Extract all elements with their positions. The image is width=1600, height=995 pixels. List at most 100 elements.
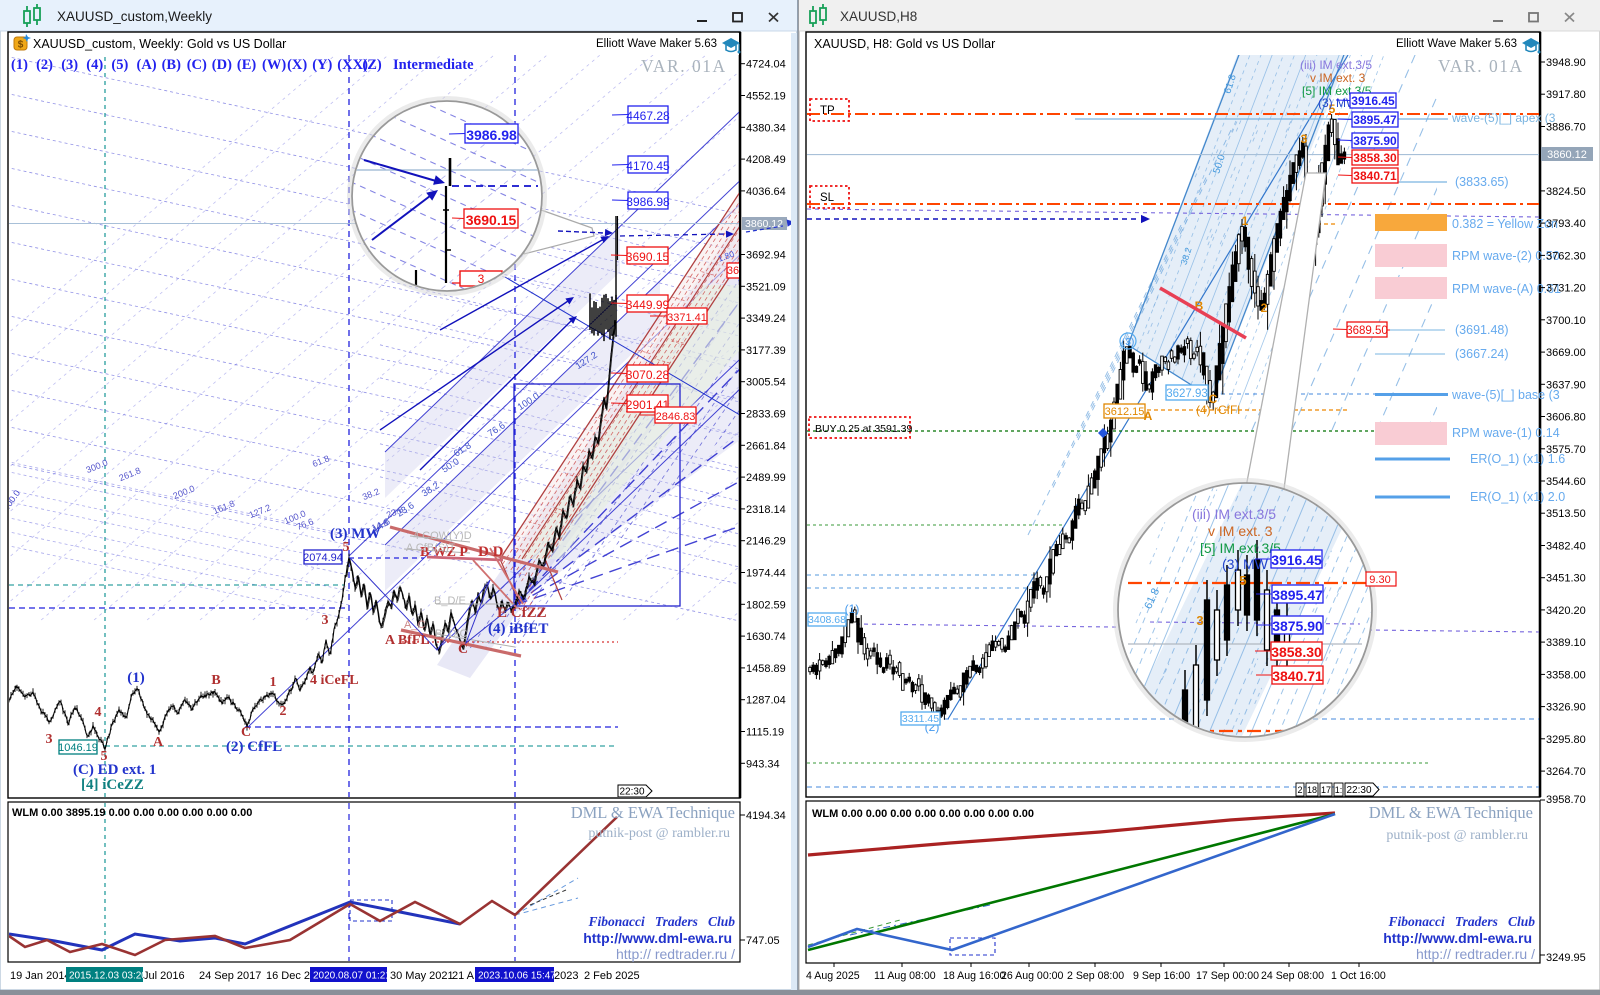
svg-text:4170.45: 4170.45 [626,159,670,173]
svg-text:A_C: A_C [404,619,425,631]
svg-text:3521.09: 3521.09 [746,281,786,293]
svg-text:Fibonacci Traders Club: Fibonacci Traders Club [1387,914,1535,929]
svg-text:1458.89: 1458.89 [746,663,786,675]
svg-text:(4) iBfET: (4) iBfET [488,621,548,637]
svg-text:3606.80: 3606.80 [1546,412,1586,424]
svg-text:21 A: 21 A [452,970,475,982]
svg-text:DML & EWA Technique: DML & EWA Technique [1369,803,1533,822]
svg-text:3860.12: 3860.12 [1547,149,1587,161]
svg-text:(1): (1) [845,602,860,616]
svg-text:747.05: 747.05 [746,935,780,947]
svg-text:E CfZZ: E CfZZ [497,605,547,621]
svg-text:3627.93: 3627.93 [1166,388,1208,400]
svg-text:3895.47: 3895.47 [1272,587,1323,603]
svg-text:XAUUSD_custom, Weekly: Gold v: XAUUSD_custom, Weekly: Gold vs US Dollar [33,37,286,51]
svg-text:3875.90: 3875.90 [1272,618,1323,634]
svg-text:3700.10: 3700.10 [1546,315,1586,327]
svg-text:Intermediate: Intermediate [393,57,474,73]
svg-text:4: 4 [95,705,102,720]
svg-text:3326.90: 3326.90 [1546,702,1586,714]
svg-text:3513.50: 3513.50 [1546,508,1586,520]
svg-text:1 Oct 16:00: 1 Oct 16:00 [1331,970,1386,982]
svg-text:WLM 0.00 0.00 0.00 0.00 0.00 0: WLM 0.00 0.00 0.00 0.00 0.00 0.00 0.00 0… [812,808,1034,820]
svg-text:3420.20: 3420.20 [1546,605,1586,617]
svg-text:B WZ P: B WZ P [420,545,468,560]
svg-text:3731.20: 3731.20 [1546,283,1586,295]
svg-text:3669.00: 3669.00 [1546,347,1586,359]
svg-text:24 Sep 08:00: 24 Sep 08:00 [1261,970,1324,982]
svg-text:3895.47: 3895.47 [1353,113,1397,127]
svg-text:2: 2 [280,704,287,719]
svg-text:3371.41: 3371.41 [667,312,707,324]
svg-text:4552.19: 4552.19 [746,91,786,103]
svg-text:4036.64: 4036.64 [746,186,786,198]
svg-text:A CfB(S)T: A CfB(S)T [406,542,456,554]
svg-text:(W): (W) [262,57,286,73]
svg-text:BUY 0.25 at 3591.39: BUY 0.25 at 3591.39 [815,423,912,435]
svg-text:1046.19: 1046.19 [58,742,98,754]
svg-text:A: A [1144,409,1153,423]
svg-text:3858.30: 3858.30 [1353,151,1397,165]
svg-text:3482.40: 3482.40 [1546,541,1586,553]
svg-text:3249.95: 3249.95 [1546,952,1586,964]
svg-text:4467.28: 4467.28 [626,109,670,123]
svg-text:RPM wave-(A) 0.61: RPM wave-(A) 0.61 [1452,282,1561,296]
svg-text:(3691.48): (3691.48) [1455,323,1509,337]
svg-text:2023: 2023 [554,970,578,982]
svg-text:WLM 0.00 3895.19 0.00 0.00 0.0: WLM 0.00 3895.19 0.00 0.00 0.00 0.00 0.0… [12,807,252,819]
svg-text:24 Sep 2017: 24 Sep 2017 [199,970,261,982]
svg-text:2661.84: 2661.84 [746,440,786,452]
svg-text:3858.30: 3858.30 [1271,644,1322,660]
svg-text:http://www.dml-ewa.ru: http://www.dml-ewa.ru [1383,930,1532,946]
svg-text:3005.54: 3005.54 [746,377,786,389]
svg-text:VAR. 01A: VAR. 01A [1438,56,1524,76]
svg-text:3762.30: 3762.30 [1546,250,1586,262]
svg-text:(2): (2) [36,57,53,73]
svg-text:putnik-post @ rambler.ru: putnik-post @ rambler.ru [1386,828,1528,843]
svg-text:B_D/E: B_D/E [434,595,466,607]
svg-text:(1): (1) [11,57,28,73]
svg-text:9 Sep 16:00: 9 Sep 16:00 [1133,970,1190,982]
svg-text:3637.90: 3637.90 [1546,379,1586,391]
svg-text:3408.68: 3408.68 [808,614,846,626]
svg-text:3986.98: 3986.98 [626,195,670,209]
svg-text:2 Feb 2025: 2 Feb 2025 [584,970,640,982]
svg-text:VAR. 01A: VAR. 01A [641,56,727,76]
svg-text:(A): (A) [137,57,157,73]
svg-text:3958.70: 3958.70 [1546,794,1586,806]
svg-text:3295.80: 3295.80 [1546,734,1586,746]
svg-text:17: 17 [1321,785,1331,795]
svg-text:2: 2 [1261,301,1268,315]
svg-text:(C) ED ext. 1: (C) ED ext. 1 [73,762,156,778]
svg-text:3948.90: 3948.90 [1546,57,1586,69]
svg-text:1: 1 [1242,214,1249,228]
svg-text:3692.94: 3692.94 [746,250,786,262]
svg-text:v IM ext. 3: v IM ext. 3 [1208,523,1273,539]
svg-text:2020.08.07 01:21: 2020.08.07 01:21 [313,971,391,982]
svg-text:A: A [153,735,164,750]
svg-text:3986.98: 3986.98 [466,127,517,143]
svg-text:wave-(5)[_] base (3: wave-(5)[_] base (3 [1451,388,1560,402]
svg-text:(iii) IM ext.3/5: (iii) IM ext.3/5 [1192,506,1276,522]
svg-text:3612.15: 3612.15 [1105,406,1145,418]
svg-text:v IM ext. 3: v IM ext. 3 [1310,71,1366,85]
svg-text:3544.60: 3544.60 [1546,476,1586,488]
svg-text:TP: TP [820,105,835,117]
svg-text:3264.70: 3264.70 [1546,766,1586,778]
svg-text:3916.45: 3916.45 [1351,94,1395,108]
svg-text:4 Aug 2025: 4 Aug 2025 [806,970,860,982]
svg-text:3449.99: 3449.99 [626,298,670,312]
svg-text:4208.49: 4208.49 [746,154,786,166]
svg-text:3358.00: 3358.00 [1546,669,1586,681]
svg-text:[4] iCeZZ: [4] iCeZZ [81,777,144,793]
svg-text:22:30: 22:30 [1346,785,1371,796]
svg-text:3: 3 [478,272,485,286]
svg-text:3: 3 [1301,132,1308,146]
svg-text:1: 1 [270,675,277,690]
svg-text:(X): (X) [287,57,307,73]
svg-text:Elliott Wave Maker 5.63: Elliott Wave Maker 5.63 [596,38,717,50]
svg-text:(1): (1) [127,670,145,686]
svg-text:RPM wave-(1) 0.14: RPM wave-(1) 0.14 [1452,426,1560,440]
svg-text:2023.10.06 15:47: 2023.10.06 15:47 [478,971,556,982]
svg-text:0.382 = Yellow Zon: 0.382 = Yellow Zon [1452,217,1558,231]
